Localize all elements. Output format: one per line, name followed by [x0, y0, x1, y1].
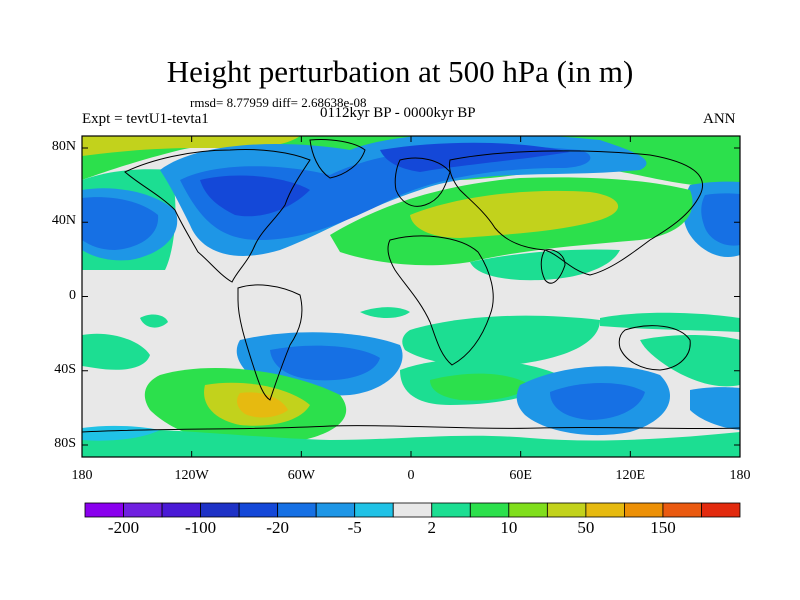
colorbar-swatch	[585, 502, 625, 518]
longitude-label: 0	[407, 468, 415, 483]
colorbar-swatch	[200, 502, 240, 518]
colorbar-swatch	[662, 502, 702, 518]
contour-region	[270, 345, 380, 381]
colorbar-swatch	[546, 502, 587, 518]
colorbar-swatch	[469, 502, 510, 518]
longitude-label: 60E	[509, 468, 532, 483]
contour-region	[640, 335, 740, 387]
latitude-label: 0	[69, 287, 76, 303]
period-label: 0112kyr BP - 0000kyr BP	[320, 105, 476, 121]
experiment-label: Expt = tevtU1-tevta1	[82, 111, 209, 127]
contour-region	[410, 190, 619, 238]
latitude-label: 40N	[51, 213, 76, 229]
contour-region	[82, 425, 160, 441]
colorbar-label: -20	[266, 518, 289, 537]
contour-region	[690, 387, 740, 430]
colorbar-swatch	[161, 502, 201, 518]
contour-region	[430, 373, 530, 401]
contour-field	[82, 136, 740, 457]
contour-region	[360, 307, 410, 318]
longitude-label: 120E	[615, 468, 646, 483]
colorbar-swatch	[701, 502, 741, 518]
colorbar-label: -200	[107, 518, 140, 537]
colorbar-swatch	[354, 502, 394, 518]
colorbar-label: 50	[577, 518, 595, 537]
colorbar-label: 2	[427, 518, 437, 537]
contour-region	[82, 428, 740, 457]
contour-region	[180, 146, 591, 240]
contour-region	[82, 333, 150, 370]
contour-region	[200, 175, 310, 217]
colorbar	[84, 502, 741, 518]
latitude-label: 80N	[51, 139, 76, 154]
colorbar-swatch	[315, 502, 356, 518]
contour-region	[550, 383, 645, 420]
longitude-label: 60W	[287, 468, 315, 483]
colorbar-swatch	[624, 502, 664, 518]
latitude-label: 80S	[54, 436, 76, 451]
colorbar-swatch	[238, 502, 279, 518]
contour-region	[402, 315, 600, 367]
colorbar-label: 150	[650, 518, 676, 537]
colorbar-swatch	[431, 502, 471, 518]
colorbar-swatch	[277, 502, 317, 518]
colorbar-label: 10	[500, 518, 518, 537]
rmsd-stats: rmsd= 8.77959 diff= 2.68638e-08	[190, 95, 367, 110]
colorbar-label: -100	[184, 518, 217, 537]
coastlines	[82, 139, 740, 433]
contour-region	[140, 314, 168, 328]
colorbar-swatch	[392, 502, 433, 518]
season-label: ANN	[703, 111, 736, 127]
colorbar-label: -5	[347, 518, 362, 537]
axis-ticks	[81, 136, 741, 457]
contour-region	[237, 392, 288, 418]
contour-region	[701, 193, 740, 246]
longitude-label: 180	[71, 468, 93, 483]
colorbar-swatch	[123, 502, 163, 518]
latitude-label: 40S	[54, 361, 76, 377]
longitude-label: 180	[729, 468, 751, 483]
contour-region	[82, 136, 300, 156]
contour-region	[380, 142, 570, 172]
colorbar-swatch	[84, 502, 124, 518]
contour-region	[82, 197, 159, 250]
longitude-label: 120W	[174, 468, 209, 483]
colorbar-swatch	[508, 502, 548, 518]
plot-title: Height perturbation at 500 hPa (in m)	[166, 54, 634, 89]
